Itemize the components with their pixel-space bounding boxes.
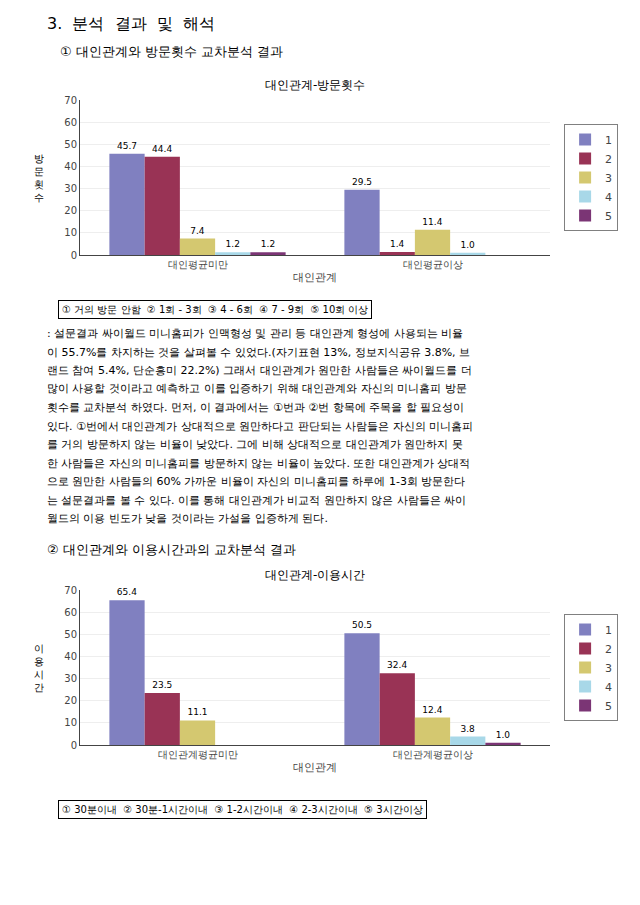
svg-text:한 사람들은 자신의 미니홈피를 방문하지 않는 비율이 높: 한 사람들은 자신의 미니홈피를 방문하지 않는 비율이 높았다. 또한 대인관… xyxy=(47,457,470,470)
svg-text:대인관계: 대인관계 xyxy=(293,271,337,284)
svg-text:대인관계평균이상: 대인관계평균이상 xyxy=(393,749,473,760)
svg-text:1: 1 xyxy=(605,624,612,637)
svg-text:이 55.7%를 차지하는 것을 살펴볼 수 있었다.(자기: 이 55.7%를 차지하는 것을 살펴볼 수 있었다.(자기표현 13%, 정보… xyxy=(47,346,470,359)
svg-text:30: 30 xyxy=(64,183,77,194)
svg-text:: 설문결과 싸이월드 미니홈피가 인맥형성 및 관리 등: : 설문결과 싸이월드 미니홈피가 인맥형성 및 관리 등 대인관계 형성에 사… xyxy=(47,327,463,340)
svg-text:4: 4 xyxy=(605,191,612,204)
svg-text:12.4: 12.4 xyxy=(422,705,442,715)
svg-text:① 대인관계와 방문횟수 교차분석 결과: ① 대인관계와 방문횟수 교차분석 결과 xyxy=(60,44,283,59)
svg-text:는 설문결과를 볼 수 있다. 이를 통해 대인관계가 비교: 는 설문결과를 볼 수 있다. 이를 통해 대인관계가 비교적 원만하지 않은 … xyxy=(47,494,466,507)
svg-text:10: 10 xyxy=(64,227,77,238)
svg-text:이용시간: 이용시간 xyxy=(34,643,44,693)
svg-text:40: 40 xyxy=(64,161,77,172)
svg-text:방문횟수: 방문횟수 xyxy=(34,153,44,203)
svg-text:50: 50 xyxy=(64,139,77,150)
svg-text:랜드 참여 5.4%, 단순흥미 22.2%) 그래서 대인: 랜드 참여 5.4%, 단순흥미 22.2%) 그래서 대인관계가 원만한 사람… xyxy=(47,364,472,377)
svg-text:3: 3 xyxy=(605,172,612,185)
svg-text:50.5: 50.5 xyxy=(352,620,372,630)
svg-text:5: 5 xyxy=(605,210,612,223)
svg-text:1.0: 1.0 xyxy=(496,730,511,740)
svg-text:3.8: 3.8 xyxy=(460,724,475,734)
svg-text:대인평균이상: 대인평균이상 xyxy=(403,259,463,270)
svg-text:44.4: 44.4 xyxy=(152,144,172,154)
svg-text:40: 40 xyxy=(64,651,77,662)
svg-text:월드의 이용 빈도가 낮을 것이라는 가설을 입증하게 된다: 월드의 이용 빈도가 낮을 것이라는 가설을 입증하게 된다. xyxy=(47,512,328,525)
svg-text:7.4: 7.4 xyxy=(190,226,205,236)
svg-text:2: 2 xyxy=(605,153,612,166)
svg-text:11.4: 11.4 xyxy=(422,217,442,227)
svg-text:32.4: 32.4 xyxy=(387,660,407,670)
svg-text:30: 30 xyxy=(64,673,77,684)
svg-text:를 거의 방문하지 않는 비율이 낮았다. 그에 비해 상대: 를 거의 방문하지 않는 비율이 낮았다. 그에 비해 상대적으로 대인관계가 … xyxy=(47,438,463,451)
svg-text:대인평균미만: 대인평균미만 xyxy=(168,259,228,270)
svg-text:20: 20 xyxy=(64,205,77,216)
svg-text:① 거의 방문 안함 ② 1회 - 3회 ③ 4 - 6: ① 거의 방문 안함 ② 1회 - 3회 ③ 4 - 6회 ④ 7 - 9회 ⑤… xyxy=(62,304,368,315)
svg-text:1: 1 xyxy=(605,134,612,147)
svg-text:있다. ①번에서 대인관계가 상대적으로 원만하다고 판단되: 있다. ①번에서 대인관계가 상대적으로 원만하다고 판단되는 사람들은 자신의… xyxy=(47,420,473,433)
svg-text:많이 사용할 것이라고 예측하고 이를 입증하기 위해 대인: 많이 사용할 것이라고 예측하고 이를 입증하기 위해 대인관계와 자신의 미니… xyxy=(47,382,467,395)
svg-text:대인관계: 대인관계 xyxy=(293,761,337,774)
svg-text:29.5: 29.5 xyxy=(352,177,372,187)
svg-text:20: 20 xyxy=(64,695,77,706)
svg-text:0: 0 xyxy=(71,250,77,261)
svg-text:대인관계평균미만: 대인관계평균미만 xyxy=(158,749,238,760)
svg-text:60: 60 xyxy=(64,117,77,128)
svg-text:23.5: 23.5 xyxy=(152,680,172,690)
svg-text:0: 0 xyxy=(71,740,77,751)
svg-text:10: 10 xyxy=(64,717,77,728)
svg-text:3: 3 xyxy=(605,662,612,675)
svg-text:2: 2 xyxy=(605,643,612,656)
svg-text:대인관계-이용시간: 대인관계-이용시간 xyxy=(265,568,365,582)
svg-text:① 30분이내 ② 30분-1시간이내 ③ 1-2시간이: ① 30분이내 ② 30분-1시간이내 ③ 1-2시간이내 ④ 2-3시간이내 … xyxy=(62,804,423,815)
svg-text:70: 70 xyxy=(64,95,77,106)
svg-text:1.0: 1.0 xyxy=(460,240,475,250)
svg-text:3. 분석 결과 및 해석: 3. 분석 결과 및 해석 xyxy=(47,14,215,33)
svg-text:횟수를 교차분석 하였다. 먼저, 이 결과에서는 ①번과: 횟수를 교차분석 하였다. 먼저, 이 결과에서는 ①번과 ②번 항목에 주목을… xyxy=(47,401,464,414)
svg-text:50: 50 xyxy=(64,629,77,640)
svg-text:5: 5 xyxy=(605,700,612,713)
svg-text:1.2: 1.2 xyxy=(226,239,240,249)
svg-text:1.2: 1.2 xyxy=(261,239,275,249)
svg-text:4: 4 xyxy=(605,681,612,694)
svg-text:11.1: 11.1 xyxy=(187,707,207,717)
svg-text:대인관계-방문횟수: 대인관계-방문횟수 xyxy=(265,78,365,92)
svg-text:② 대인관계와 이용시간과의 교차분석 결과: ② 대인관계와 이용시간과의 교차분석 결과 xyxy=(47,542,296,557)
svg-text:60: 60 xyxy=(64,607,77,618)
svg-text:65.4: 65.4 xyxy=(117,587,137,597)
svg-text:1.4: 1.4 xyxy=(390,239,405,249)
svg-text:으로 원만한 사람들의 60% 가까운 비율이 자신의 미니: 으로 원만한 사람들의 60% 가까운 비율이 자신의 미니홈피를 하루에 1-… xyxy=(47,475,465,488)
svg-text:70: 70 xyxy=(64,585,77,596)
svg-text:45.7: 45.7 xyxy=(117,141,137,151)
